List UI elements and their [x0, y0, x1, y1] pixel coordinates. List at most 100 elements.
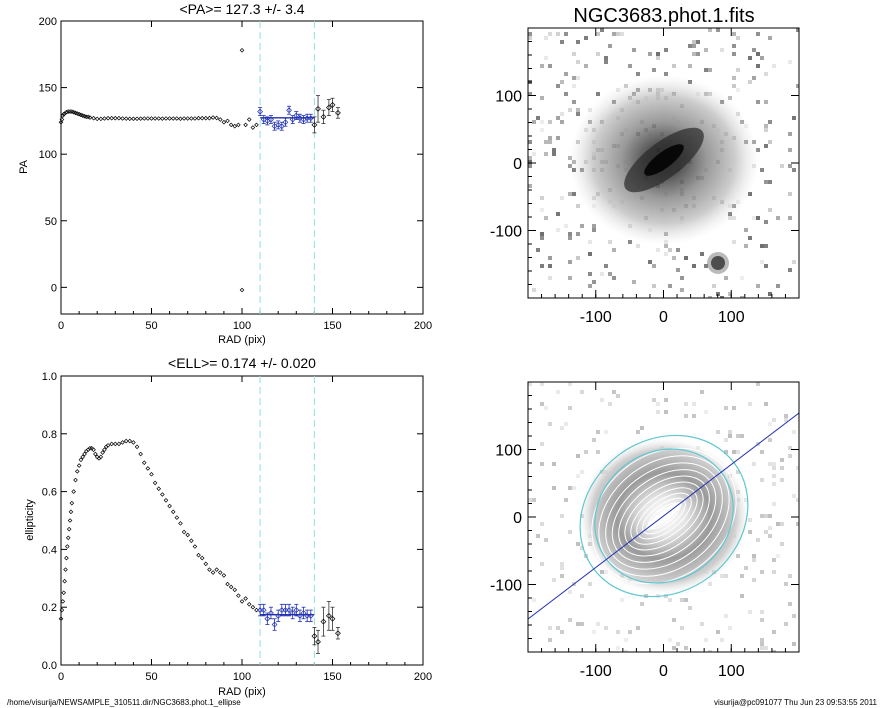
data-point — [181, 529, 187, 535]
data-point — [170, 116, 176, 121]
y-tick-label: 0.0 — [42, 660, 57, 672]
ell-plot-frame — [60, 375, 424, 666]
noise-pixel — [760, 638, 764, 642]
data-point — [102, 116, 107, 121]
noise-pixel — [664, 252, 668, 256]
data-point — [178, 521, 183, 526]
noise-pixel — [708, 28, 712, 32]
noise-pixel — [544, 140, 548, 144]
data-point — [278, 123, 285, 130]
noise-pixel — [732, 216, 736, 220]
noise-pixel — [640, 602, 644, 606]
noise-pixel — [576, 232, 580, 236]
data-point — [271, 621, 278, 628]
noise-pixel — [764, 530, 768, 534]
noise-pixel — [636, 244, 640, 248]
x-tick-label: -100 — [580, 663, 612, 680]
noise-pixel — [788, 268, 792, 272]
footer-timestamp: visurija@pc091077 Thu Jun 23 09:53:55 20… — [713, 698, 877, 707]
data-point — [214, 115, 219, 121]
data-point — [64, 109, 69, 115]
noise-pixel — [596, 92, 600, 96]
noise-pixel — [740, 574, 744, 578]
y-tick-label: 150 — [39, 83, 57, 95]
noise-pixel — [768, 462, 772, 466]
noise-pixel — [596, 430, 600, 434]
noise-pixel — [580, 390, 584, 394]
noise-pixel — [788, 148, 792, 152]
x-tick-label: 150 — [323, 671, 341, 683]
data-point — [320, 618, 327, 625]
noise-pixel — [768, 120, 772, 124]
noise-pixel — [652, 284, 656, 288]
image-axes: -100 0 100 -100 0 100 — [490, 27, 800, 326]
data-point — [228, 122, 234, 128]
data-point — [87, 445, 93, 451]
noise-pixel — [704, 264, 708, 268]
noise-pixel — [608, 402, 612, 406]
noise-pixel — [548, 32, 552, 36]
noise-pixel — [780, 466, 784, 470]
data-point — [120, 440, 125, 445]
noise-pixel — [716, 28, 720, 32]
data-point — [100, 450, 105, 455]
data-point — [189, 538, 194, 544]
noise-pixel — [540, 522, 544, 526]
data-point — [80, 454, 86, 460]
noise-pixel — [544, 36, 548, 40]
noise-pixel — [528, 160, 532, 164]
noise-pixel — [596, 450, 600, 454]
noise-pixel — [588, 284, 592, 288]
data-point — [65, 109, 71, 114]
noise-pixel — [636, 430, 640, 434]
noise-pixel — [636, 72, 640, 76]
data-point — [178, 116, 183, 122]
noise-pixel — [560, 196, 564, 200]
noise-pixel — [616, 32, 620, 36]
noise-pixel — [748, 80, 752, 84]
noise-pixel — [736, 470, 740, 474]
noise-pixel — [764, 514, 768, 518]
noise-pixel — [704, 638, 708, 642]
data-point — [170, 509, 176, 515]
noise-pixel — [688, 64, 692, 68]
noise-pixel — [636, 626, 640, 630]
noise-pixel — [612, 390, 616, 394]
noise-pixel — [752, 558, 756, 562]
data-point — [239, 287, 245, 293]
data-point — [268, 116, 274, 123]
noise-pixel — [752, 554, 756, 558]
noise-pixel — [700, 622, 704, 626]
ell-marks: 0 50 100 150 200 0.0 0.2 0.4 0.6 0.8 1.0 — [42, 371, 432, 683]
pa-plot-frame — [60, 20, 424, 315]
noise-pixel — [764, 124, 768, 128]
noise-pixel — [788, 192, 792, 196]
x-tick-label: 0 — [58, 671, 64, 683]
noise-pixel — [616, 630, 620, 634]
noise-pixel — [664, 48, 668, 52]
noise-pixel — [692, 402, 696, 406]
noise-pixel — [692, 264, 696, 268]
noise-pixel — [760, 570, 764, 574]
noise-pixel — [768, 422, 772, 426]
noise-pixel — [768, 180, 772, 184]
noise-pixel — [664, 410, 668, 414]
data-point — [315, 106, 321, 112]
noise-pixel — [560, 80, 564, 84]
noise-pixel — [736, 554, 740, 558]
noise-pixel — [600, 272, 604, 276]
noise-pixel — [560, 120, 564, 124]
noise-pixel — [540, 208, 544, 212]
x-tick-label: 50 — [145, 320, 157, 332]
noise-pixel — [704, 410, 708, 414]
noise-pixel — [756, 284, 760, 288]
noise-pixel — [552, 462, 556, 466]
noise-pixel — [588, 252, 592, 256]
noise-pixel — [540, 462, 544, 466]
noise-pixel — [772, 630, 776, 634]
noise-pixel — [664, 244, 668, 248]
noise-pixel — [792, 116, 796, 120]
noise-pixel — [568, 590, 572, 594]
noise-pixel — [736, 68, 740, 72]
noise-pixel — [540, 96, 544, 100]
